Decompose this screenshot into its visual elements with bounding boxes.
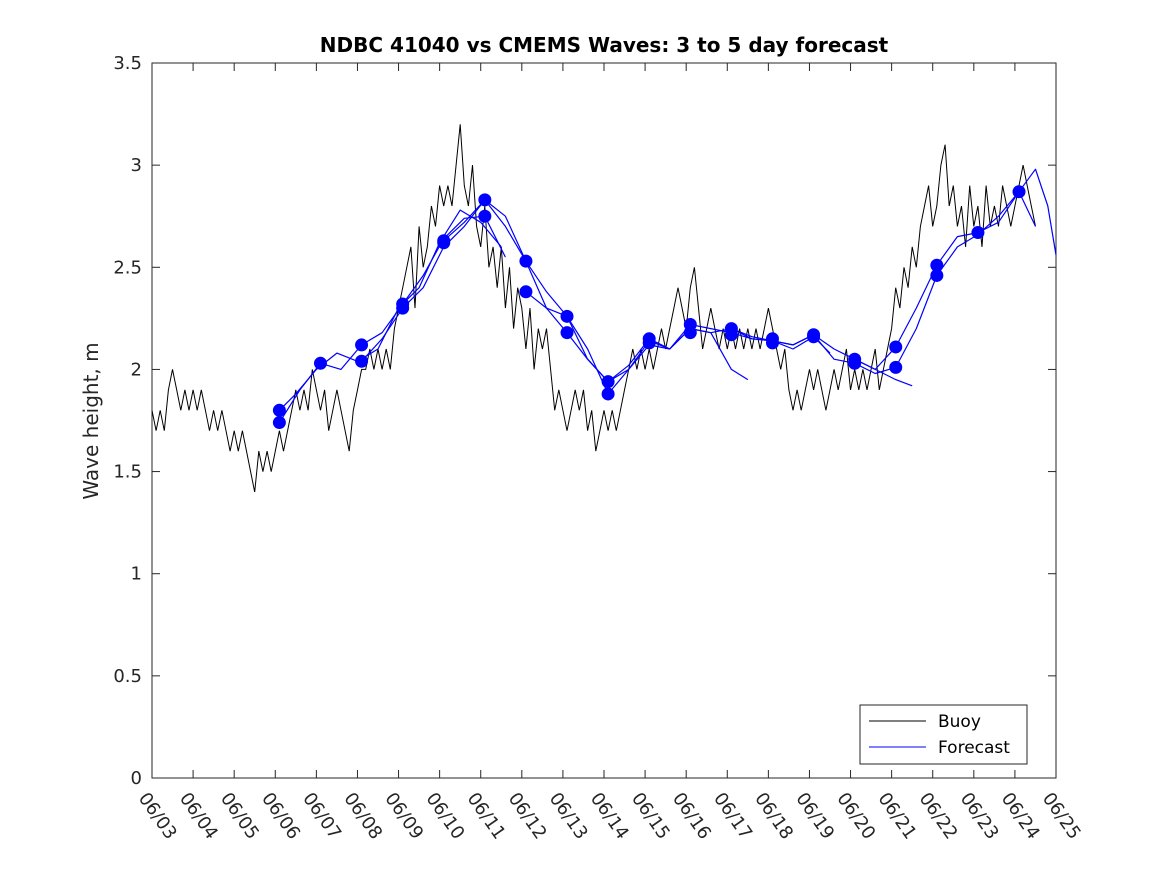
x-tick-label: 06/22 bbox=[915, 789, 962, 844]
x-tick-label: 06/20 bbox=[832, 789, 879, 844]
y-tick-label: 2 bbox=[131, 359, 142, 380]
y-tick-label: 2.5 bbox=[113, 257, 142, 278]
forecast-marker bbox=[724, 328, 738, 342]
forecast-marker bbox=[971, 226, 985, 240]
forecast-line bbox=[443, 199, 749, 395]
forecast-line bbox=[278, 215, 506, 423]
forecast-marker bbox=[765, 336, 779, 350]
forecast-marker bbox=[642, 336, 656, 350]
x-tick-label: 06/11 bbox=[463, 789, 510, 844]
x-tick-label: 06/08 bbox=[339, 789, 386, 844]
forecast-marker bbox=[355, 338, 369, 352]
x-tick-label: 06/04 bbox=[175, 789, 222, 844]
forecast-marker bbox=[519, 254, 533, 268]
forecast-marker bbox=[601, 375, 615, 389]
buoy-line bbox=[151, 124, 1036, 493]
buoy-series bbox=[151, 124, 1036, 493]
forecast-marker bbox=[437, 236, 451, 250]
x-tick-label: 06/17 bbox=[709, 789, 756, 844]
x-tick-label: 06/06 bbox=[257, 789, 304, 844]
forecast-series bbox=[278, 168, 1057, 423]
y-axis: 0 0.5 1 1.5 2 2.5 3 3.5 bbox=[113, 53, 1056, 789]
x-tick-label: 06/10 bbox=[422, 789, 469, 844]
forecast-marker bbox=[396, 301, 410, 315]
legend: Buoy Forecast bbox=[859, 704, 1028, 765]
forecast-marker bbox=[478, 193, 492, 207]
forecast-marker bbox=[272, 403, 286, 417]
x-tick-label: 06/19 bbox=[791, 789, 838, 844]
x-tick-label: 06/13 bbox=[545, 789, 592, 844]
forecast-marker bbox=[313, 356, 327, 370]
forecast-line bbox=[278, 209, 502, 411]
legend-label-buoy: Buoy bbox=[938, 712, 981, 732]
chart-title: NDBC 41040 vs CMEMS Waves: 3 to 5 day fo… bbox=[320, 33, 889, 57]
x-tick-label: 06/09 bbox=[380, 789, 427, 844]
x-tick-label: 06/18 bbox=[750, 789, 797, 844]
forecast-marker bbox=[560, 309, 574, 323]
forecast-marker bbox=[355, 354, 369, 368]
forecast-marker bbox=[478, 209, 492, 223]
y-tick-label: 3 bbox=[131, 155, 142, 176]
x-tick-label: 06/07 bbox=[298, 789, 345, 844]
y-tick-label: 0.5 bbox=[113, 666, 142, 687]
forecast-markers bbox=[272, 185, 1026, 430]
forecast-marker bbox=[519, 285, 533, 299]
x-tick-label: 06/03 bbox=[134, 789, 181, 844]
forecast-marker bbox=[930, 268, 944, 282]
forecast-line bbox=[361, 199, 670, 383]
x-tick-label: 06/24 bbox=[997, 789, 1044, 844]
x-tick-label: 06/25 bbox=[1038, 789, 1085, 844]
forecast-marker bbox=[1012, 185, 1026, 199]
forecast-marker bbox=[807, 330, 821, 344]
y-axis-label: Wave height, m bbox=[79, 342, 103, 499]
x-tick-label: 06/14 bbox=[586, 789, 633, 844]
forecast-marker bbox=[560, 326, 574, 340]
x-tick-label: 06/21 bbox=[874, 789, 921, 844]
x-tick-label: 06/05 bbox=[216, 789, 263, 844]
forecast-line bbox=[731, 191, 1037, 375]
y-tick-label: 0 bbox=[131, 768, 142, 789]
legend-box bbox=[859, 704, 1028, 765]
x-tick-label: 06/16 bbox=[668, 789, 715, 844]
y-tick-label: 3.5 bbox=[113, 53, 142, 74]
forecast-line bbox=[854, 168, 1057, 370]
forecast-marker bbox=[889, 360, 903, 374]
x-tick-label: 06/12 bbox=[504, 789, 551, 844]
forecast-marker bbox=[601, 387, 615, 401]
forecast-marker bbox=[848, 356, 862, 370]
forecast-marker bbox=[889, 340, 903, 354]
x-tick-label: 06/23 bbox=[956, 789, 1003, 844]
legend-label-forecast: Forecast bbox=[938, 738, 1010, 758]
y-tick-label: 1 bbox=[131, 564, 142, 585]
forecast-marker bbox=[683, 326, 697, 340]
forecast-marker bbox=[930, 258, 944, 272]
y-tick-label: 1.5 bbox=[113, 462, 142, 483]
x-tick-label: 06/15 bbox=[627, 789, 674, 844]
forecast-line bbox=[525, 291, 831, 383]
forecast-marker bbox=[272, 416, 286, 430]
plot-area bbox=[151, 62, 1057, 779]
